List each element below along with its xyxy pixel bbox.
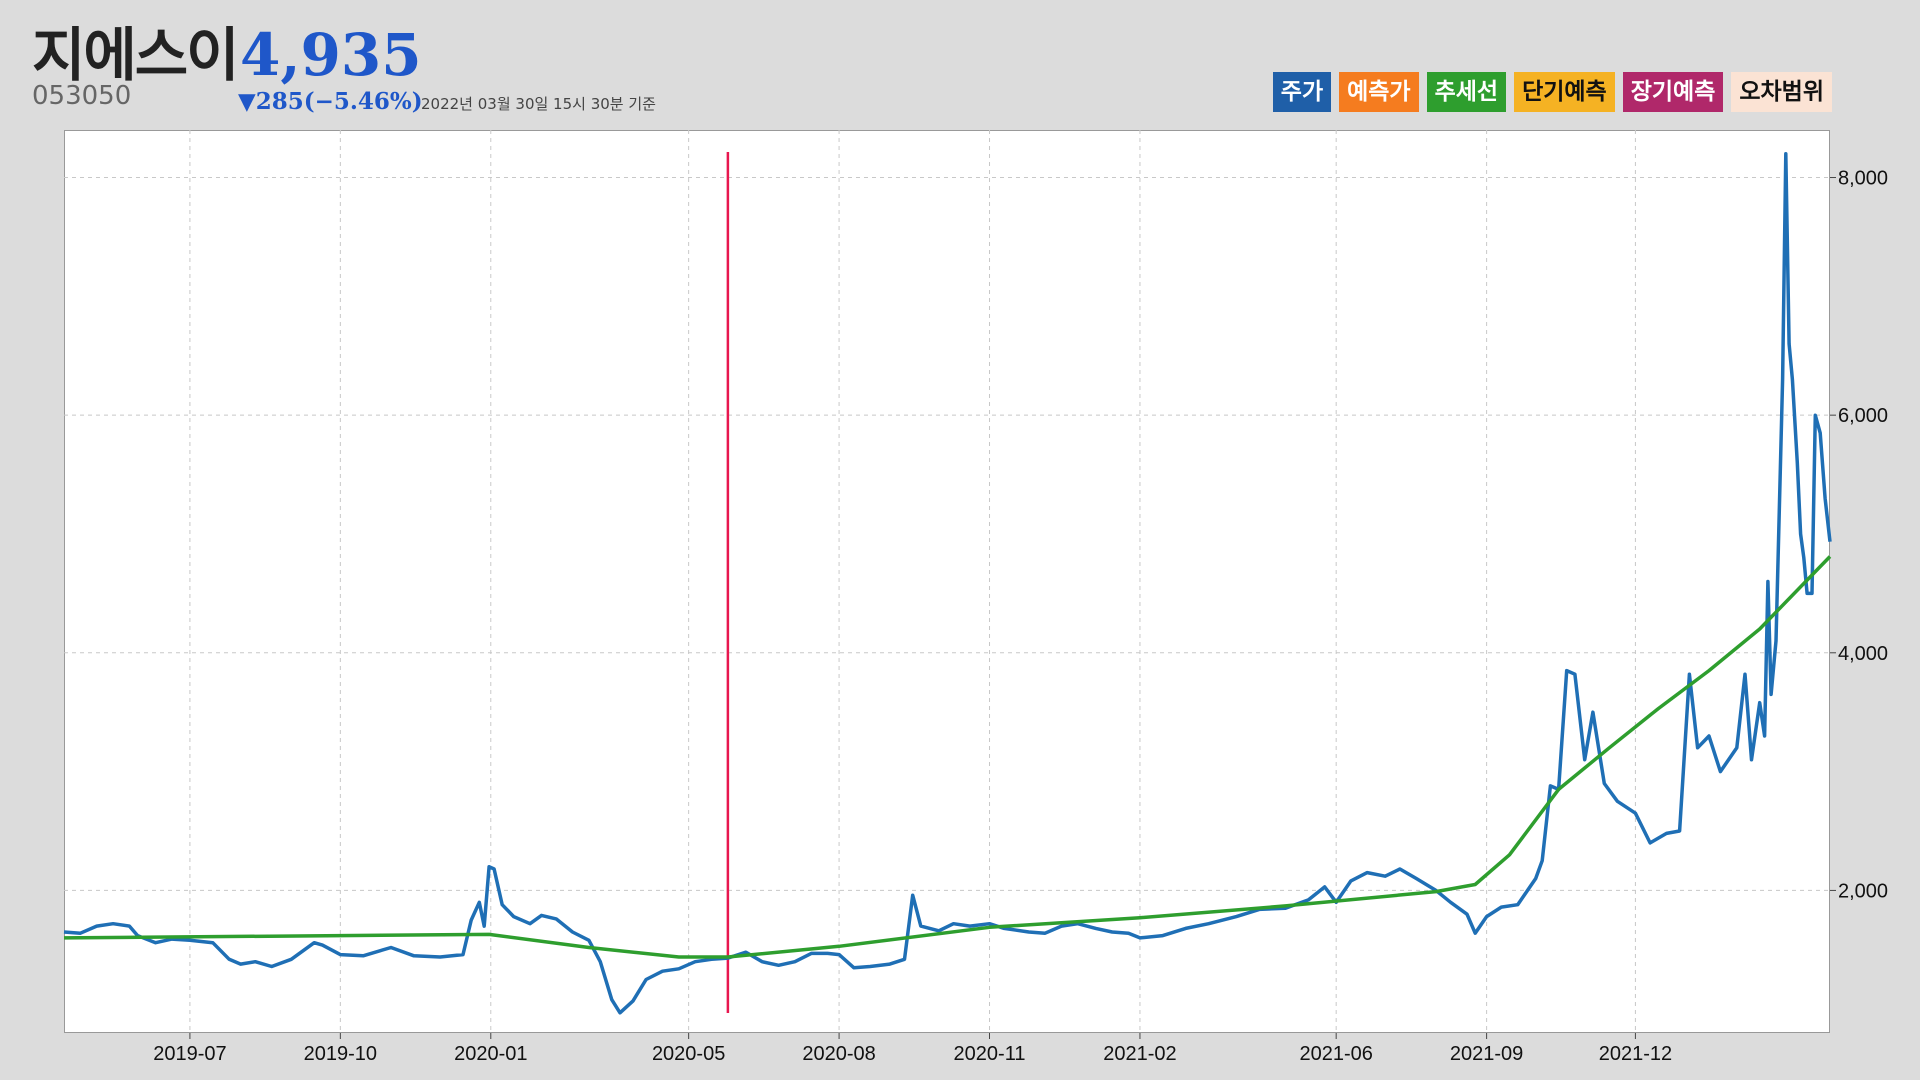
legend-item-trendline[interactable]: 추세선 <box>1426 72 1507 112</box>
legend-item-short-term[interactable]: 단기예측 <box>1514 72 1615 112</box>
x-tick-label: 2021-06 <box>1299 1043 1372 1065</box>
legend-item-forecast[interactable]: 예측가 <box>1339 72 1419 112</box>
x-tick-label: 2021-09 <box>1450 1043 1523 1065</box>
x-tick-label: 2019-07 <box>153 1043 226 1065</box>
x-tick-label: 2019-10 <box>304 1043 377 1065</box>
as-of-timestamp: 2022년 03월 30일 15시 30분 기준 <box>421 95 656 113</box>
y-tick-label: 2,000 <box>1838 880 1888 902</box>
x-tick-label: 2021-02 <box>1103 1043 1176 1065</box>
x-tick-label: 2020-08 <box>802 1043 875 1065</box>
y-tick-label: 8,000 <box>1838 168 1888 190</box>
legend-item-price[interactable]: 주가 <box>1272 72 1332 112</box>
current-price: 4,935 <box>240 21 422 89</box>
price-change: ▼285(−5.46%) <box>238 88 423 115</box>
stock-name: 지에스이 <box>32 21 239 89</box>
y-tick-label: 4,000 <box>1838 643 1888 665</box>
legend-item-long-term[interactable]: 장기예측 <box>1622 72 1724 112</box>
price-series-line <box>63 152 1832 1015</box>
legend: 주가 예측가 추세선 단기예측 장기예측 오차범위 <box>1272 72 1832 112</box>
legend-item-error-range[interactable]: 오차범위 <box>1731 72 1832 112</box>
trendline-series-line <box>63 555 1832 959</box>
plot-area <box>64 130 1830 1033</box>
x-tick-label: 2020-01 <box>454 1043 527 1065</box>
y-tick-label: 6,000 <box>1838 405 1888 427</box>
x-tick-label: 2020-11 <box>954 1043 1026 1065</box>
x-tick-label: 2021-12 <box>1599 1043 1672 1065</box>
x-tick-label: 2020-05 <box>652 1043 725 1065</box>
stock-code: 053050 <box>32 81 132 111</box>
